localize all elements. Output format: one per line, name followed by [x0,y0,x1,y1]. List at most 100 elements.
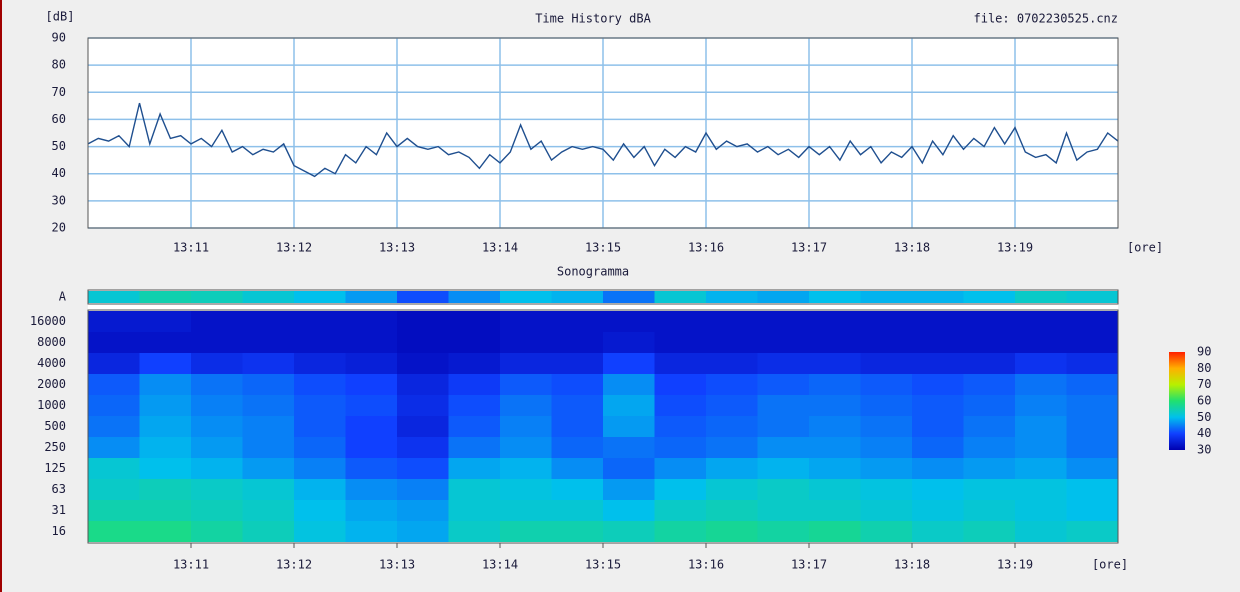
heat-cell [706,353,758,374]
heat-cell [139,479,192,500]
heat-cell [809,458,861,479]
heat-cell [912,479,964,500]
heat-cell [88,311,140,332]
heat-cell [500,521,552,542]
plot-frame [87,37,1119,229]
heat-cell [1066,395,1119,416]
color-tick-label: 90 [1197,345,1211,359]
heat-cell [860,291,913,303]
heat-cell [963,332,1016,353]
heat-cell [294,374,346,395]
heat-cell [963,479,1016,500]
x-tick-label: 13:18 [894,558,930,572]
heat-cell [757,311,810,332]
heat-cell [139,521,192,542]
row-label: 4000 [37,356,66,370]
data-line [87,102,1119,178]
heat-cell [551,500,604,521]
heat-cell [139,416,192,437]
heat-cell [654,395,707,416]
heat-cell [191,374,243,395]
heat-cell [860,311,913,332]
heat-cell [88,291,140,303]
heat-cell [757,479,810,500]
heat-cell [397,500,449,521]
heat-cell [809,353,861,374]
heat-cell [500,291,552,303]
x-axis-label: [ore] [1092,558,1128,572]
heat-cell [551,291,604,303]
y-tick-label: 90 [52,31,66,45]
row-label: 63 [52,482,66,496]
heat-cell [242,416,295,437]
x-tick-label: 13:12 [276,558,312,572]
heat-cell [500,395,552,416]
heat-cell [139,437,192,458]
heat-cell [1066,416,1119,437]
heat-cell [603,332,655,353]
heat-cell [88,437,140,458]
heat-cell [757,353,810,374]
heat-cell [706,479,758,500]
heat-cell [397,521,449,542]
heat-cell [809,500,861,521]
heat-cell [397,353,449,374]
x-tick-label: 13:11 [173,558,209,572]
heat-cell [757,332,810,353]
heat-cell [809,311,861,332]
heat-cell [242,353,295,374]
heat-cell [706,332,758,353]
heat-cell [860,500,913,521]
heat-cell [603,479,655,500]
heat-cell [1015,291,1067,303]
heat-cell [448,479,501,500]
heat-cell [139,353,192,374]
heat-cell [757,416,810,437]
heat-cell [757,521,810,542]
heat-cell [706,395,758,416]
heat-cell [1015,353,1067,374]
heat-cell [912,291,964,303]
x-axis-label: [ore] [1127,241,1163,255]
heat-cell [294,291,346,303]
heat-cell [654,332,707,353]
heat-cell [345,291,398,303]
heat-cell [551,479,604,500]
row-label: 8000 [37,335,66,349]
row-label: 125 [44,461,66,475]
heat-cell [500,332,552,353]
color-tick-label: 60 [1197,394,1211,408]
heat-cell [345,437,398,458]
heat-cell [448,374,501,395]
x-tick-label: 13:19 [997,558,1033,572]
x-tick-label: 13:16 [688,558,724,572]
heat-cell [706,437,758,458]
y-tick-label: 70 [52,85,66,99]
heat-cell [603,521,655,542]
heat-cell [191,291,243,303]
heat-cell [242,521,295,542]
row-label: 31 [52,503,66,517]
heat-cell [706,374,758,395]
heat-cell [242,374,295,395]
heat-cell [1015,374,1067,395]
heat-cell [500,416,552,437]
heat-cell [139,374,192,395]
heat-cell [1066,437,1119,458]
heat-cell [88,395,140,416]
heat-cell [860,479,913,500]
heat-cell [294,311,346,332]
x-tick-label: 13:17 [791,241,827,255]
heat-cell [88,521,140,542]
heat-cell [448,332,501,353]
heat-cell [294,395,346,416]
heat-cell [963,458,1016,479]
heat-cell [551,458,604,479]
color-bar [1169,352,1185,450]
heat-cell [88,332,140,353]
heat-cell [1015,395,1067,416]
heat-cell [242,437,295,458]
page-border [0,0,2,592]
heat-cell [1066,458,1119,479]
heat-cell [1015,458,1067,479]
